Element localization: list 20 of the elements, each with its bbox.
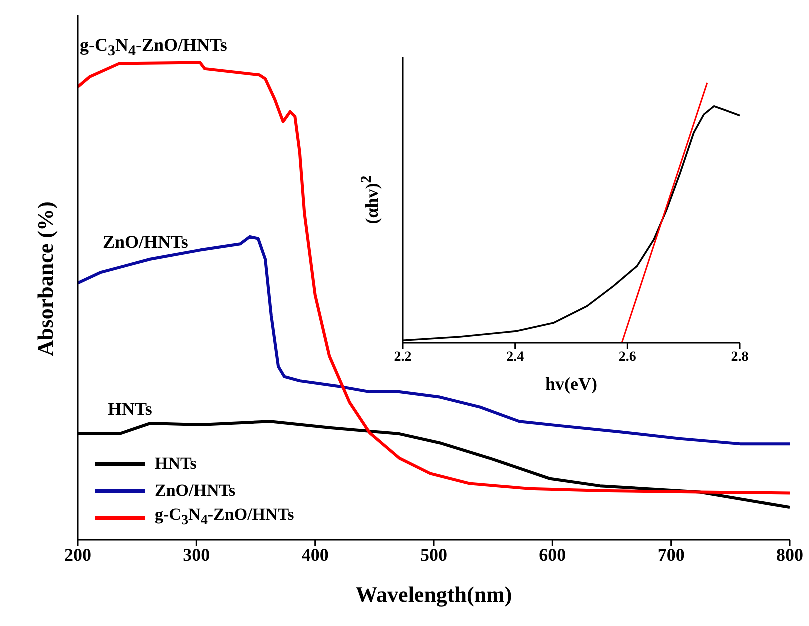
annotation: HNTs — [108, 399, 152, 420]
x-tick-label: 600 — [539, 544, 566, 565]
x-tick-label: 300 — [183, 544, 210, 565]
x-tick-label: 800 — [776, 544, 804, 565]
annotation: ZnO/HNTs — [103, 232, 188, 253]
legend-label: ZnO/HNTs — [155, 480, 236, 500]
x-axis-title: Wavelength(nm) — [354, 582, 514, 608]
x-tick-label: 2.2 — [394, 350, 412, 365]
legend-label: HNTs — [155, 454, 197, 474]
x-tick-label: 2.6 — [618, 350, 636, 365]
x-tick-label: 500 — [420, 544, 448, 565]
x-tick-label: 700 — [658, 544, 685, 565]
x-tick-label: 400 — [302, 544, 329, 565]
x-axis-title: hv(eV) — [544, 374, 598, 395]
x-tick-label: 2.4 — [506, 350, 524, 365]
x-tick-label: 2.8 — [731, 350, 749, 365]
x-tick-label: 200 — [64, 544, 92, 565]
legend-label: g-C$_{3}$N$_{4}$-ZnO/HNTs — [155, 505, 294, 530]
y-axis-title: Absorbance (%) — [33, 200, 59, 358]
text: g-C$_{3}$N$_{4}$-ZnO/HNTs — [80, 35, 228, 61]
